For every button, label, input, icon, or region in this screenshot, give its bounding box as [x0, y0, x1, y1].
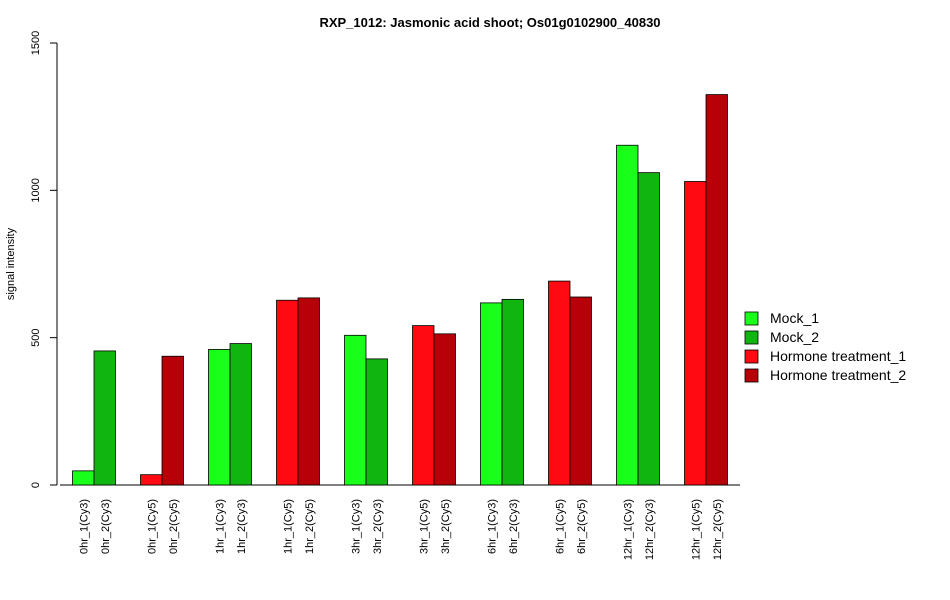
x-tick-label: 3hr_1(Cy3): [350, 499, 362, 554]
bar: [344, 334, 367, 486]
x-tick-label: 6hr_1(Cy5): [554, 499, 566, 554]
bar: [72, 470, 95, 486]
legend-label: Mock_2: [770, 329, 819, 345]
bar: [161, 355, 184, 486]
bar: [480, 302, 503, 486]
y-tick-label: 0: [30, 482, 42, 488]
legend-swatch: [744, 311, 759, 326]
legend-label: Hormone treatment_2: [770, 367, 906, 383]
x-tick-label: 12hr_2(Cy5): [712, 499, 724, 560]
plot-area: 0 500 1000 1500 0hr_1(Cy3) 0hr_2(Cy3) 0hr_1(Cy…: [30, 31, 740, 560]
legend-label: Mock_1: [770, 310, 819, 326]
bar: [276, 299, 299, 486]
x-tick-label: 6hr_2(Cy3): [508, 499, 520, 554]
x-tick-label: 12hr_2(Cy3): [644, 499, 656, 560]
legend-swatch: [744, 368, 759, 383]
legend-label: Hormone treatment_1: [770, 348, 906, 364]
bar: [412, 325, 435, 486]
bar: [297, 297, 320, 486]
y-tick-label: 500: [30, 328, 42, 346]
bar: [229, 343, 252, 486]
bar: [433, 333, 456, 486]
bar: [684, 181, 707, 486]
bar: [140, 474, 163, 486]
x-tick-label: 0hr_2(Cy5): [168, 499, 180, 554]
bar: [548, 280, 571, 486]
legend-swatch: [744, 330, 759, 345]
x-tick-label: 1hr_2(Cy3): [236, 499, 248, 554]
x-tick-label: 3hr_2(Cy3): [372, 499, 384, 554]
y-tick-label: 1000: [30, 178, 42, 202]
bar: [208, 349, 231, 486]
y-tick-label: 1500: [30, 31, 42, 55]
x-tick-label: 12hr_1(Cy5): [690, 499, 702, 560]
bar: [365, 358, 388, 486]
bar: [705, 94, 728, 486]
x-tick-label: 1hr_1(Cy5): [282, 499, 294, 554]
x-tick-label: 3hr_1(Cy5): [418, 499, 430, 554]
x-tick-label: 6hr_1(Cy3): [486, 499, 498, 554]
bar: [616, 144, 639, 486]
y-axis-label: signal intensity: [5, 227, 17, 300]
x-tick-label: 1hr_2(Cy5): [304, 499, 316, 554]
bar: [637, 172, 660, 486]
x-tick-label: 3hr_2(Cy5): [440, 499, 452, 554]
x-tick-label: 1hr_1(Cy3): [214, 499, 226, 554]
legend-swatch: [744, 349, 759, 364]
x-tick-label: 6hr_2(Cy5): [576, 499, 588, 554]
legend: Mock_1 Mock_2 Hormone treatment_1 Hormone t…: [744, 310, 906, 383]
bar: [501, 298, 524, 486]
x-tick-label: 0hr_1(Cy5): [146, 499, 158, 554]
x-tick-label: 0hr_1(Cy3): [78, 499, 90, 554]
x-tick-label: 0hr_2(Cy3): [100, 499, 112, 554]
x-tick-label: 12hr_1(Cy3): [622, 499, 634, 560]
bar: [569, 296, 592, 486]
bar: [93, 350, 116, 486]
chart-title: RXP_1012: Jasmonic acid shoot; Os01g0102…: [319, 15, 660, 30]
